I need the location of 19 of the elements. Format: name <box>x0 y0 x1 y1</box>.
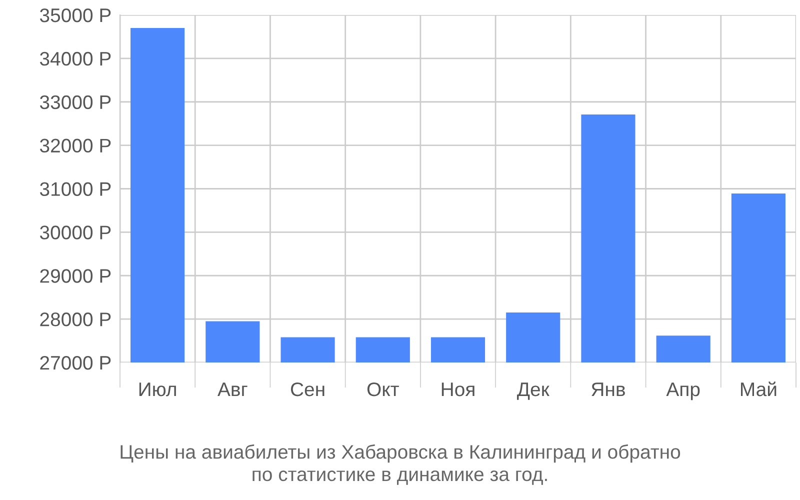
y-tick-label: 27000 Р <box>40 356 111 370</box>
y-tick-label: 31000 Р <box>40 182 111 196</box>
x-tick-label: Май <box>740 382 776 396</box>
x-tick-label: Июл <box>139 382 176 396</box>
y-tick-label: 30000 Р <box>40 226 111 240</box>
y-tick-label: 34000 Р <box>40 52 111 66</box>
x-tick-label: Дек <box>517 382 550 400</box>
y-tick-label: 32000 Р <box>40 138 111 153</box>
x-tick-label: Сен <box>290 382 324 396</box>
y-tick-label: 28000 Р <box>40 312 111 326</box>
x-tick-label: Янв <box>592 382 625 396</box>
x-tick-label: Окт <box>367 382 399 396</box>
x-tick-label: Ноя <box>442 382 474 396</box>
text: Цены на авиабилеты из Хабаровска в Калининград и обратно по статистике в динамике за год. <box>120 444 680 485</box>
x-tick-label: Авг <box>218 382 248 396</box>
y-tick-label: 33000 Р <box>40 95 111 110</box>
x-tick-label: Апр <box>666 382 700 400</box>
y-tick-label: 29000 Р <box>40 269 111 283</box>
y-tick-label: 35000 Р <box>40 8 111 22</box>
